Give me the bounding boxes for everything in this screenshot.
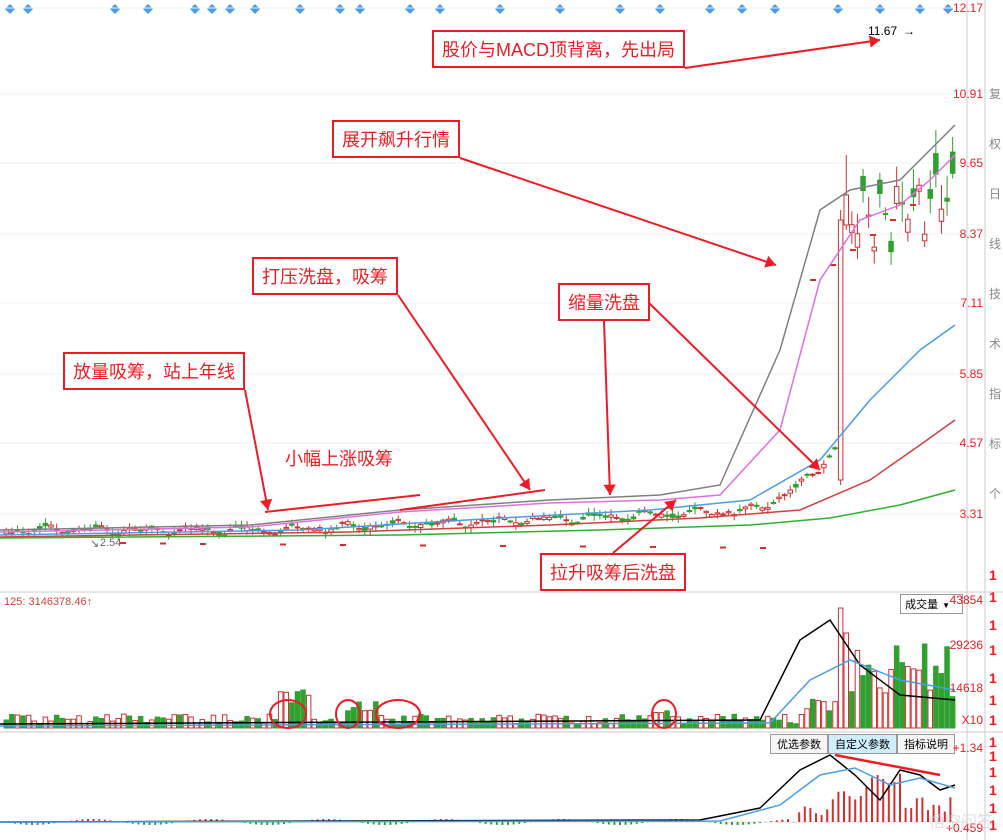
price-axis-label: 4.57 <box>960 436 983 450</box>
sidebar-char: 标 <box>989 435 1001 452</box>
diamond-marker <box>225 4 235 14</box>
side-tick: 1 <box>989 567 997 583</box>
side-tick: 1 <box>989 642 997 658</box>
price-axis-label: 12.17 <box>953 1 983 15</box>
macd-button-group: 优选参数自定义参数指标说明 <box>770 734 955 754</box>
side-tick: 1 <box>989 782 997 798</box>
chart-canvas <box>0 0 1003 840</box>
side-tick: 1 <box>989 692 997 708</box>
sidebar-char: 术 <box>989 335 1001 352</box>
macd-param-button[interactable]: 自定义参数 <box>828 734 897 754</box>
diamond-marker <box>555 4 565 14</box>
diamond-marker <box>737 4 747 14</box>
diamond-marker <box>110 4 120 14</box>
side-tick: 1 <box>989 589 997 605</box>
macd-axis-label: +1.34 <box>953 741 983 755</box>
sidebar-char: 日 <box>989 185 1001 202</box>
diamond-marker <box>435 4 445 14</box>
diamond-marker <box>875 4 885 14</box>
peak-arrow: → <box>903 24 915 38</box>
price-axis-label: 5.85 <box>960 367 983 381</box>
diamond-marker <box>915 4 925 14</box>
diamond-marker <box>943 4 953 14</box>
diamond-marker <box>355 4 365 14</box>
price-axis-label: 9.65 <box>960 156 983 170</box>
diamond-marker <box>207 4 217 14</box>
diamond-marker <box>833 4 843 14</box>
diamond-marker <box>335 4 345 14</box>
diamond-marker <box>143 4 153 14</box>
price-axis-label: 8.37 <box>960 227 983 241</box>
side-tick: 1 <box>989 712 997 728</box>
sidebar-char: 技 <box>989 285 1001 302</box>
diamond-marker <box>5 4 15 14</box>
low-price-label: 2.54 <box>100 537 121 549</box>
watermark: 悟空问答 <box>929 808 993 832</box>
side-tick: 1 <box>989 617 997 633</box>
annotation-5: 小幅上涨吸筹 <box>285 445 393 471</box>
volume-header: 125: 3146378.46↑ <box>4 596 92 608</box>
macd-param-button[interactable]: 优选参数 <box>770 734 828 754</box>
annotation-4: 放量吸筹，站上年线 <box>63 352 245 390</box>
diamond-marker <box>23 4 33 14</box>
diamond-marker <box>655 4 665 14</box>
sidebar-char: 个 <box>989 485 1001 502</box>
annotation-6: 拉升吸筹后洗盘 <box>540 553 686 591</box>
peak-price-label: 11.67 <box>868 24 897 38</box>
annotation-0: 股价与MACD顶背离，先出局 <box>432 30 685 68</box>
volume-axis-label: X10 <box>962 713 983 727</box>
diamond-marker <box>250 4 260 14</box>
annotation-2: 打压洗盘，吸筹 <box>252 257 398 295</box>
price-axis-label: 10.91 <box>953 87 983 101</box>
diamond-marker <box>190 4 200 14</box>
sidebar-char: 复 <box>989 85 1001 102</box>
diamond-marker <box>405 4 415 14</box>
price-axis-label: 7.11 <box>961 296 983 310</box>
diamond-marker <box>705 4 715 14</box>
volume-axis-label: 43854 <box>950 593 983 607</box>
side-tick: 1 <box>989 764 997 780</box>
sidebar-char: 线 <box>989 235 1001 252</box>
low-arrow: ↘ <box>90 537 99 550</box>
macd-param-button[interactable]: 指标说明 <box>897 734 955 754</box>
annotation-3: 缩量洗盘 <box>558 283 650 321</box>
diamond-marker <box>770 4 780 14</box>
ma-line-ma5 <box>0 125 955 530</box>
diamond-marker <box>615 4 625 14</box>
sidebar-char: 权 <box>989 135 1001 152</box>
diamond-marker <box>295 4 305 14</box>
annotation-1: 展开飙升行情 <box>332 120 460 158</box>
side-tick: 1 <box>989 670 997 686</box>
volume-axis-label: 29236 <box>950 638 983 652</box>
side-tick: 1 <box>989 748 997 764</box>
volume-axis-label: 14618 <box>950 681 983 695</box>
price-axis-label: 3.31 <box>960 507 983 521</box>
sidebar-char: 指 <box>989 385 1001 402</box>
diamond-marker <box>495 4 505 14</box>
